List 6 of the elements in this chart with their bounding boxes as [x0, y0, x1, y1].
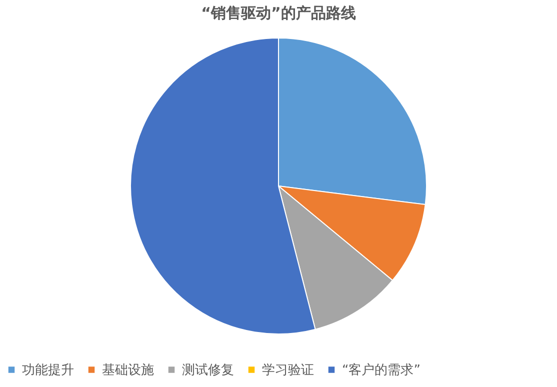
legend-label: “客户的需求” [342, 362, 420, 378]
legend-label: 功能提升 [22, 362, 74, 378]
legend-label: 基础设施 [102, 362, 154, 378]
chart-title: “销售驱动”的产品路线 [201, 4, 356, 22]
legend-label: 测试修复 [182, 362, 234, 378]
legend-label: 学习验证 [262, 362, 314, 378]
